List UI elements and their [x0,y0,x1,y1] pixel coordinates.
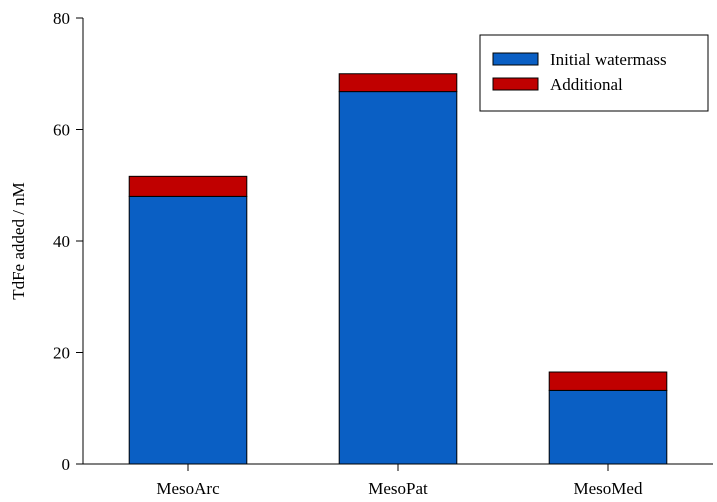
bar-mesomed-series-0 [548,389,668,465]
bar-mesoarc-series-0 [128,195,248,465]
legend-swatch [492,52,539,66]
y-tick-label: 80 [53,9,70,28]
bars [128,73,668,465]
legend: Initial watermass Additional [479,34,709,112]
y-tick-label: 60 [53,121,70,140]
bar-mesopat-series-0 [338,91,458,465]
legend-box [479,34,709,112]
y-axis-title: TdFe added / nM [9,182,28,300]
legend-label: Additional [550,75,623,94]
bar-mesopat-series-1 [338,73,458,93]
axes: MesoArc MesoPat MesoMed 0 20 40 60 80 [53,9,713,498]
bar-mesomed-series-1 [548,371,668,391]
x-tick-label: MesoPat [368,479,428,498]
legend-label: Initial watermass [550,50,667,69]
legend-swatch [492,77,539,91]
y-tick-label: 40 [53,232,70,251]
x-tick-label: MesoArc [156,479,220,498]
bar-mesoarc-series-1 [128,175,248,197]
y-tick-label: 0 [62,455,71,474]
x-tick-label: MesoMed [574,479,643,498]
y-tick-label: 20 [53,344,70,363]
